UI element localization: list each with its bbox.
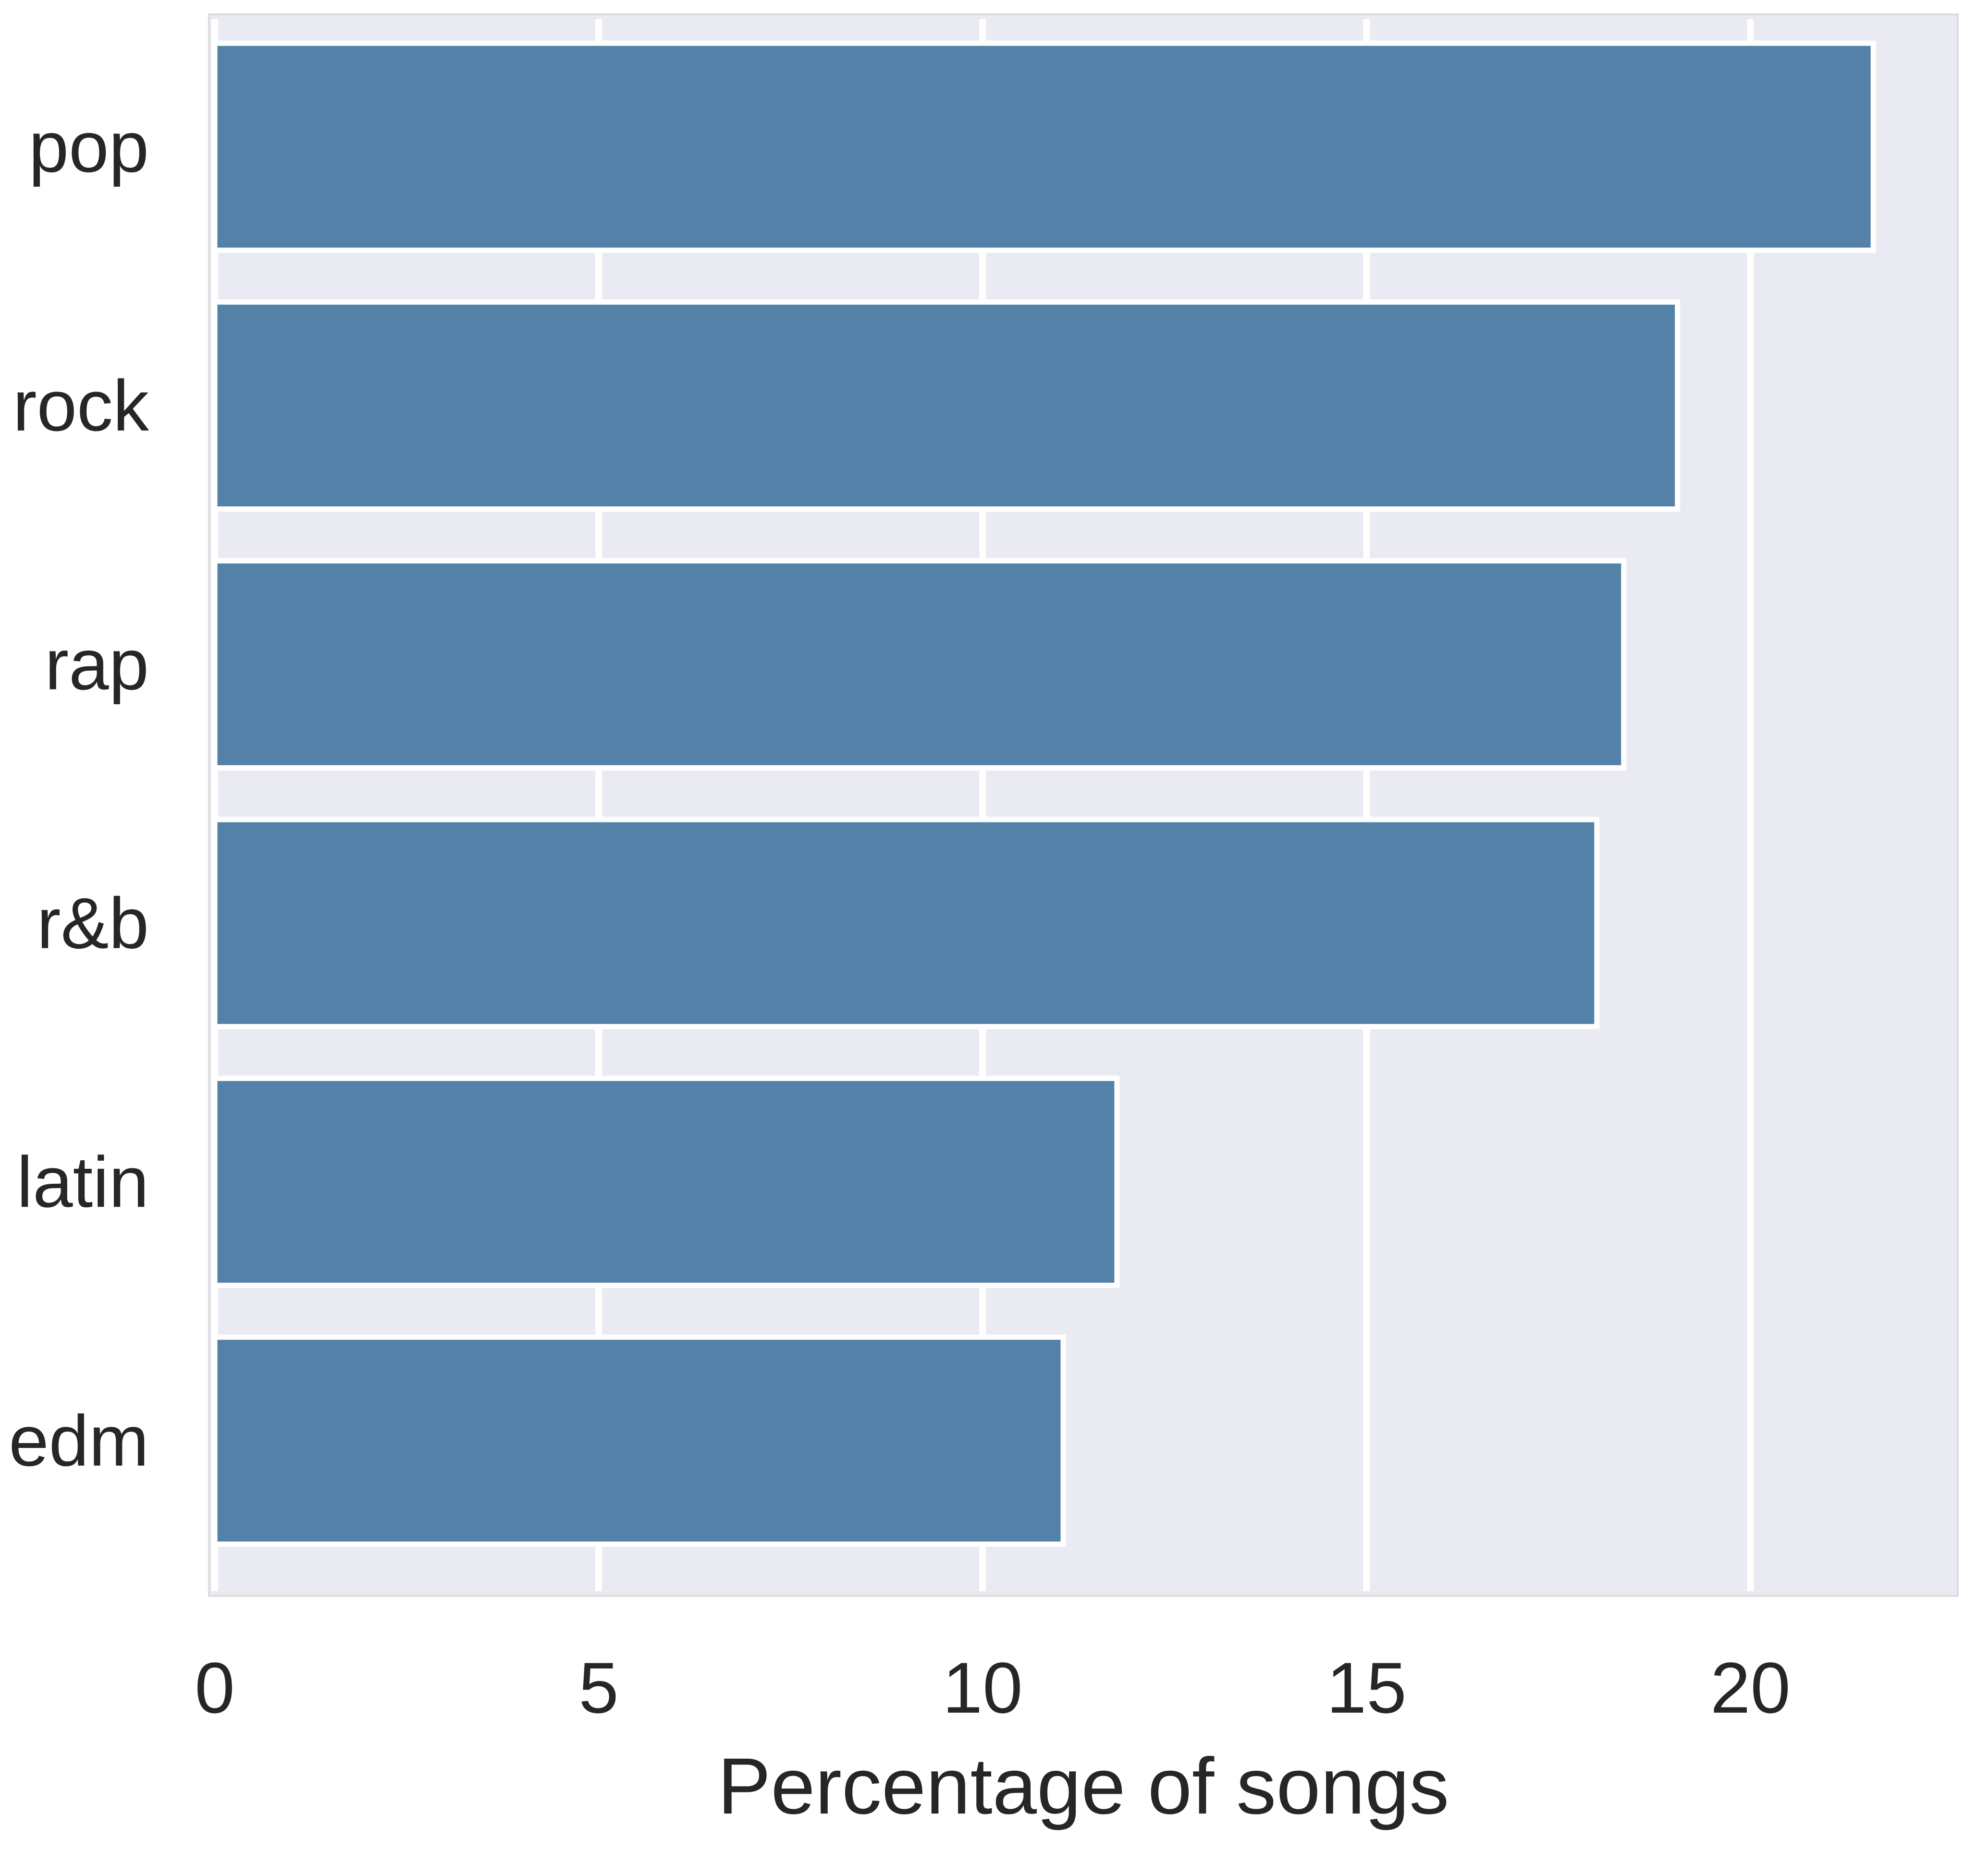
x-tick-labels: 0 5 10 15 20 [195,1647,1791,1728]
bar-pop [212,40,1876,253]
y-tick-label: rap [45,624,149,705]
x-axis-title: Percentage of songs [718,1742,1449,1831]
bar-r-b [212,817,1600,1030]
y-tick-labels: pop rock rap r&b latin edm [9,106,149,1481]
y-tick-label: edm [9,1400,149,1481]
bar-rock [212,299,1681,512]
x-tick-label: 10 [943,1647,1023,1728]
y-tick-label: pop [29,106,149,187]
grid-lines [211,19,1754,1591]
x-tick-label: 0 [195,1647,234,1728]
bar-rap [212,558,1627,771]
x-tick-label: 20 [1710,1647,1791,1728]
plot-frame [208,13,1959,1597]
y-tick-label: latin [17,1141,149,1222]
bars [212,40,1876,1547]
y-tick-label: rock [13,365,149,446]
y-tick-label: r&b [37,883,149,963]
x-tick-label: 15 [1326,1647,1407,1728]
x-tick-label: 5 [578,1647,618,1728]
bar-edm [212,1334,1066,1547]
bar-latin [212,1076,1120,1288]
plot-background [209,14,1958,1596]
